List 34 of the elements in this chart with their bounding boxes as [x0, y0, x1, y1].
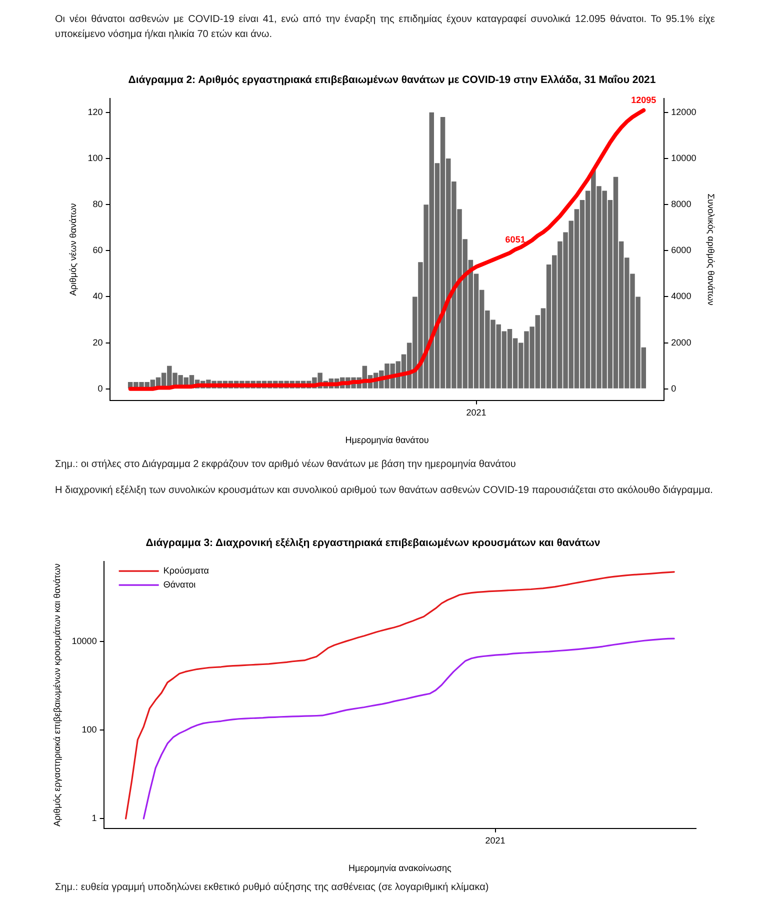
y2-axis-title: Συνολικός αριθμός θανάτων — [706, 194, 716, 306]
data-label: 6051 — [505, 234, 526, 244]
y2-tick-label: 6000 — [671, 245, 692, 256]
chart-title: Διάγραμμα 2: Αριθμός εργαστηριακά επιβεβαιωμένων θανάτων με COVID-19 στην Ελλάδα, 31 Μαΐου 2021 — [128, 74, 656, 86]
y2-tick-label: 12000 — [671, 106, 696, 117]
y-tick-label: 20 — [92, 337, 103, 348]
x-axis-title: Ημερομηνία ανακοίνωσης — [348, 863, 452, 874]
text: Η διαχρονική εξέλιξη των συνολικών κρουσμάτων και συνολικού αριθμού των θανάτων ασθενών COVID-19 παρουσιάζεται στο ακόλουθο διάγραμμα. — [55, 484, 714, 498]
y-tick-label: 10000 — [72, 636, 97, 646]
legend-label: Κρούσματα — [163, 566, 209, 576]
text: Σημ.: ευθεία γραμμή υποδηλώνει εκθετικό ρυθμό αύξησης της ασθένειας (σε λογαριθμική κλίμακα) — [55, 881, 490, 895]
y-tick-label: 1 — [92, 813, 97, 824]
x-axis-title: Ημερομηνία θανάτου — [345, 435, 429, 446]
y-tick-label: 0 — [98, 383, 103, 394]
y-axis-title: Αριθμός εργαστηριακά επιβεβαιωμένων κρουσμάτων και θανάτων — [52, 563, 62, 826]
y-axis-title: Αριθμός νέων θανάτων — [68, 202, 78, 296]
text: Σημ.: οι στήλες στο Διάγραμμα 2 εκφράζουν τον αριθμό νέων θανάτων με βάση την ημερομηνία θανάτου — [55, 458, 517, 472]
y2-tick-label: 2000 — [671, 337, 692, 348]
x-tick-label: 2021 — [466, 407, 486, 418]
y-tick-label: 80 — [92, 199, 103, 210]
y2-tick-label: 10000 — [671, 152, 696, 163]
x-tick-label: 2021 — [485, 835, 506, 846]
legend-label: Θάνατοι — [163, 580, 196, 590]
y2-tick-label: 0 — [671, 383, 676, 394]
chart-title: Διάγραμμα 3: Διαχρονική εξέλιξη εργαστηριακά επιβεβαιωμένων κρουσμάτων και θανάτων — [146, 537, 600, 550]
y2-tick-label: 8000 — [671, 199, 692, 210]
y2-tick-label: 4000 — [671, 291, 692, 302]
data-label: 12095 — [631, 95, 656, 106]
y-tick-label: 100 — [82, 724, 97, 735]
y-tick-label: 100 — [88, 152, 103, 163]
y-tick-label: 120 — [88, 106, 103, 117]
y-tick-label: 60 — [92, 245, 103, 256]
text: Οι νέοι θάνατοι ασθενών με COVID-19 είναι 41, ενώ από την έναρξη της επιδημίας έχουν καταγραφεί συνολικά 12.095 θάνατοι. Το 95.1% είχε υποκείμενο νόσημα ή/και ηλικία 70 ετών και άνω. — [55, 13, 715, 42]
y-tick-label: 40 — [92, 291, 103, 302]
